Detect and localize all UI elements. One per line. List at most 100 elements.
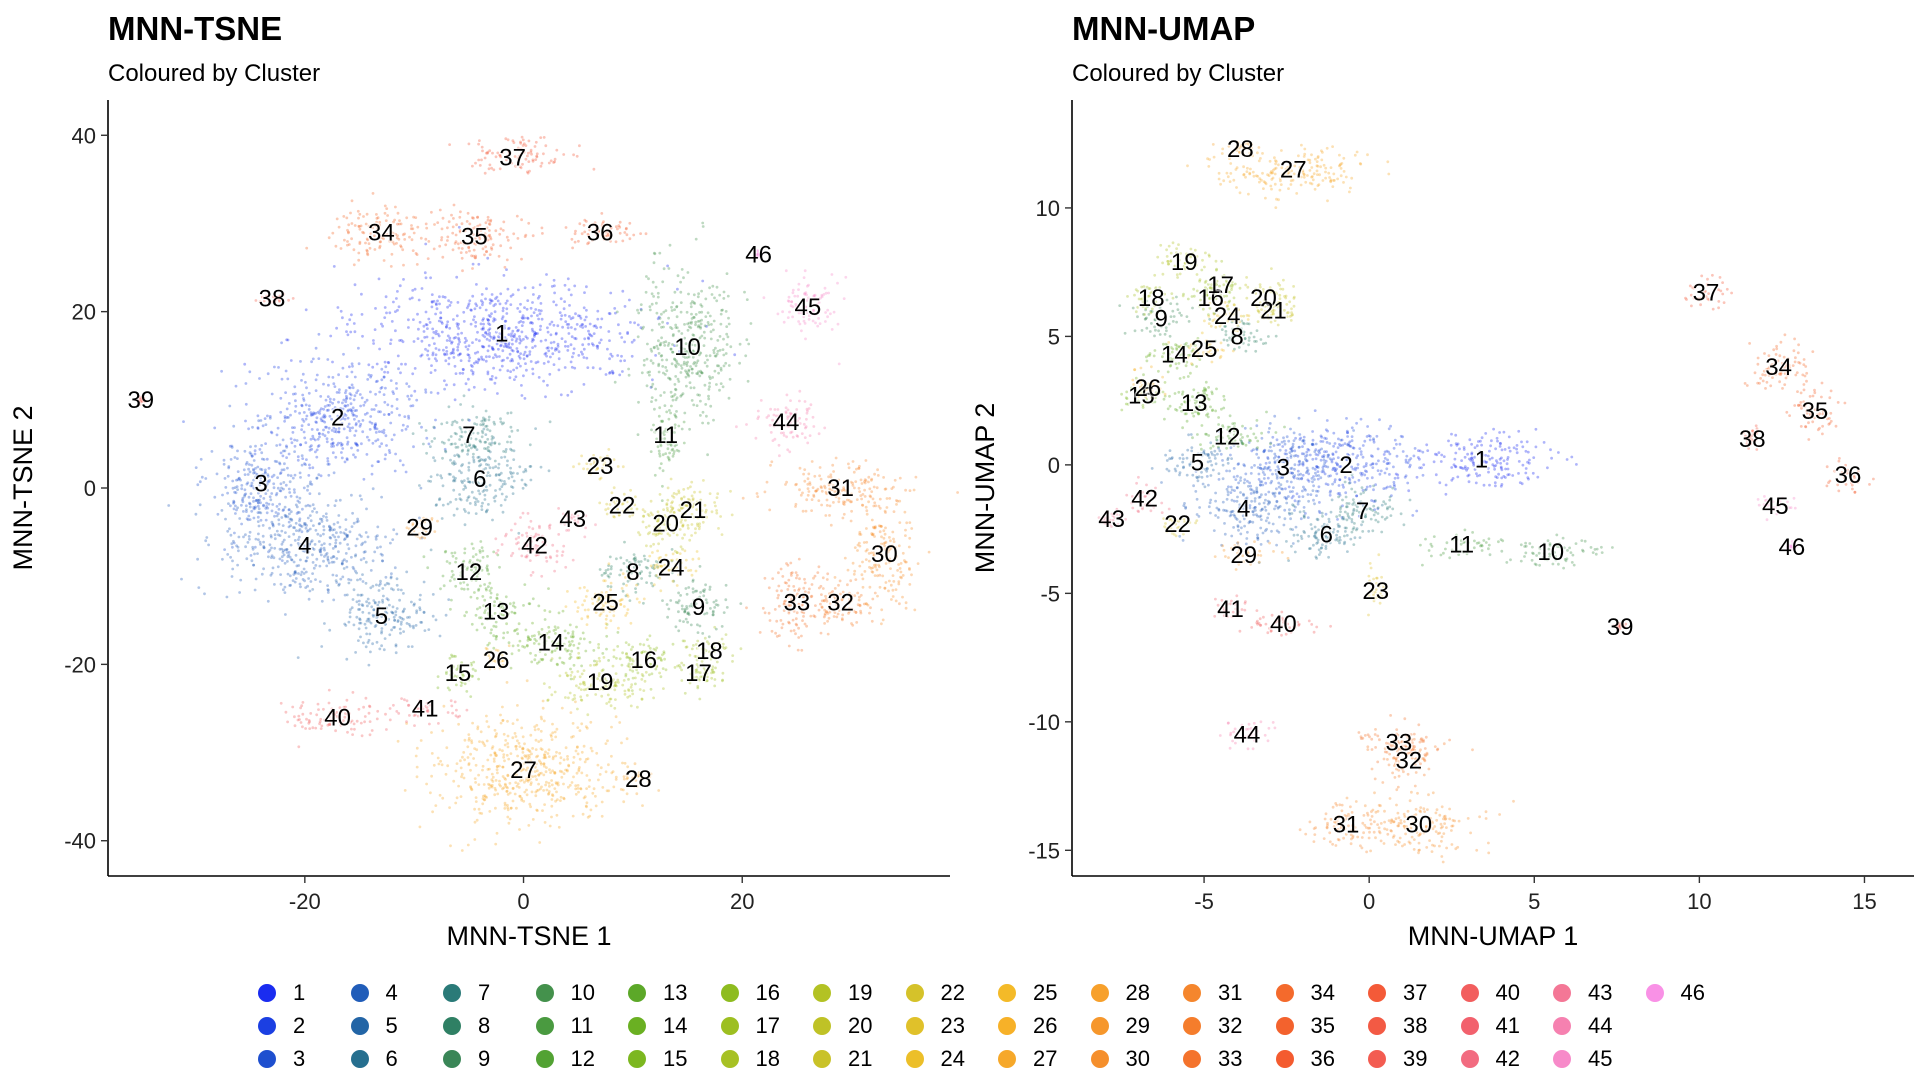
cluster-label-39: 39 bbox=[1607, 614, 1634, 641]
cluster-points-31 bbox=[741, 456, 959, 534]
cluster-points-7 bbox=[1321, 473, 1412, 546]
cluster-label-13: 13 bbox=[483, 598, 510, 625]
cluster-label-3: 3 bbox=[1277, 454, 1290, 481]
cluster-label-22: 22 bbox=[1164, 511, 1191, 538]
cluster-points-27 bbox=[1186, 143, 1391, 210]
cluster-points-25 bbox=[564, 562, 646, 630]
cluster-points-1 bbox=[243, 225, 737, 422]
cluster-label-8: 8 bbox=[1230, 323, 1243, 350]
cluster-points-44 bbox=[1218, 720, 1277, 751]
cluster-label-17: 17 bbox=[1207, 272, 1234, 299]
cluster-label-4: 4 bbox=[298, 532, 311, 559]
x-axis-title: MNN-UMAP 1 bbox=[1408, 921, 1579, 951]
cluster-points-23 bbox=[572, 448, 625, 481]
cluster-points-26 bbox=[1131, 365, 1167, 400]
cluster-label-43: 43 bbox=[559, 506, 586, 533]
cluster-points-16 bbox=[597, 623, 716, 692]
y-tick-label: 0 bbox=[1048, 453, 1060, 478]
cluster-points-29 bbox=[405, 516, 439, 540]
cluster-points-14 bbox=[489, 609, 620, 681]
cluster-points-17 bbox=[1195, 259, 1242, 304]
cluster-label-44: 44 bbox=[1234, 722, 1261, 749]
cluster-points-44 bbox=[735, 389, 827, 458]
cluster-points-11 bbox=[649, 394, 686, 502]
cluster-points-43 bbox=[1097, 507, 1127, 528]
cluster-label-33: 33 bbox=[1386, 729, 1413, 756]
cluster-label-34: 34 bbox=[1765, 354, 1792, 381]
cluster-points-34 bbox=[1743, 333, 1815, 395]
cluster-points-35 bbox=[1785, 381, 1847, 441]
cluster-points-4 bbox=[1160, 469, 1316, 547]
cluster-label-9: 9 bbox=[1154, 305, 1167, 332]
cluster-points-32 bbox=[1366, 728, 1474, 789]
cluster-label-46: 46 bbox=[745, 241, 772, 268]
cluster-points-20 bbox=[630, 491, 701, 554]
cluster-points-42 bbox=[494, 507, 575, 578]
cluster-points-40 bbox=[1238, 609, 1332, 637]
cluster-label-28: 28 bbox=[1227, 136, 1254, 163]
cluster-label-19: 19 bbox=[587, 669, 614, 696]
cluster-points-45 bbox=[1756, 495, 1797, 522]
cluster-points-8 bbox=[1204, 312, 1278, 353]
cluster-points-27 bbox=[396, 679, 644, 852]
cluster-label-18: 18 bbox=[696, 638, 723, 665]
cluster-points-13 bbox=[1153, 375, 1226, 446]
x-tick-label: -5 bbox=[1194, 889, 1214, 914]
point-cloud-layer bbox=[137, 135, 959, 852]
cluster-label-37: 37 bbox=[499, 144, 526, 171]
cluster-points-4 bbox=[167, 476, 424, 616]
cluster-points-3 bbox=[1194, 414, 1375, 521]
y-axis-title: MNN-UMAP 2 bbox=[970, 403, 1000, 574]
cluster-points-46 bbox=[754, 249, 764, 259]
cluster-label-35: 35 bbox=[461, 224, 488, 251]
cluster-label-3: 3 bbox=[254, 471, 267, 498]
cluster-points-6 bbox=[1257, 498, 1384, 564]
cluster-label-32: 32 bbox=[827, 590, 854, 617]
cluster-label-45: 45 bbox=[1762, 493, 1789, 520]
x-tick-label: 15 bbox=[1852, 889, 1876, 914]
cluster-points-22 bbox=[598, 486, 654, 519]
cluster-points-39 bbox=[137, 395, 147, 406]
cluster-label-41: 41 bbox=[1217, 596, 1244, 623]
y-tick-label: 5 bbox=[1048, 324, 1060, 349]
umap-subtitle: Coloured by Cluster bbox=[1072, 60, 1285, 87]
tsne-subtitle: Coloured by Cluster bbox=[108, 60, 321, 87]
cluster-label-11: 11 bbox=[1449, 532, 1474, 559]
cluster-points-36 bbox=[531, 212, 648, 250]
cluster-points-31 bbox=[1298, 788, 1399, 854]
cluster-label-15: 15 bbox=[445, 660, 472, 687]
cluster-points-20 bbox=[1225, 267, 1296, 323]
cluster-label-2: 2 bbox=[331, 404, 344, 431]
tsne-title: MNN-TSNE bbox=[108, 10, 283, 47]
cluster-points-29 bbox=[1213, 540, 1290, 571]
cluster-label-24: 24 bbox=[1214, 303, 1241, 330]
cluster-points-30 bbox=[833, 478, 931, 626]
cluster-label-8: 8 bbox=[626, 559, 639, 586]
cluster-label-39: 39 bbox=[127, 387, 154, 414]
cluster-label-12: 12 bbox=[1214, 424, 1241, 451]
cluster-label-42: 42 bbox=[521, 532, 548, 559]
cluster-points-11 bbox=[1419, 528, 1505, 567]
cluster-label-40: 40 bbox=[1270, 611, 1297, 638]
cluster-label-23: 23 bbox=[587, 453, 614, 480]
cluster-label-16: 16 bbox=[630, 647, 657, 674]
cluster-points-37 bbox=[448, 135, 596, 175]
y-tick-label: 20 bbox=[72, 300, 96, 325]
cluster-points-14 bbox=[1142, 337, 1212, 379]
cluster-points-37 bbox=[1684, 273, 1733, 311]
y-axis-title: MNN-TSNE 2 bbox=[8, 405, 38, 570]
cluster-points-2 bbox=[1250, 409, 1425, 521]
cluster-points-41 bbox=[1213, 594, 1247, 619]
cluster-points-34 bbox=[305, 192, 444, 268]
cluster-points-10 bbox=[1488, 533, 1614, 570]
cluster-label-12: 12 bbox=[456, 559, 483, 586]
cluster-label-5: 5 bbox=[1191, 449, 1204, 476]
cluster-label-45: 45 bbox=[794, 294, 821, 321]
x-tick-label: 0 bbox=[517, 889, 529, 914]
cluster-points-33 bbox=[1357, 714, 1451, 771]
cluster-points-2 bbox=[182, 332, 447, 481]
cluster-points-39 bbox=[1612, 622, 1628, 632]
cluster-label-29: 29 bbox=[1230, 542, 1257, 569]
cluster-points-32 bbox=[809, 573, 901, 636]
y-tick-label: 0 bbox=[84, 476, 96, 501]
